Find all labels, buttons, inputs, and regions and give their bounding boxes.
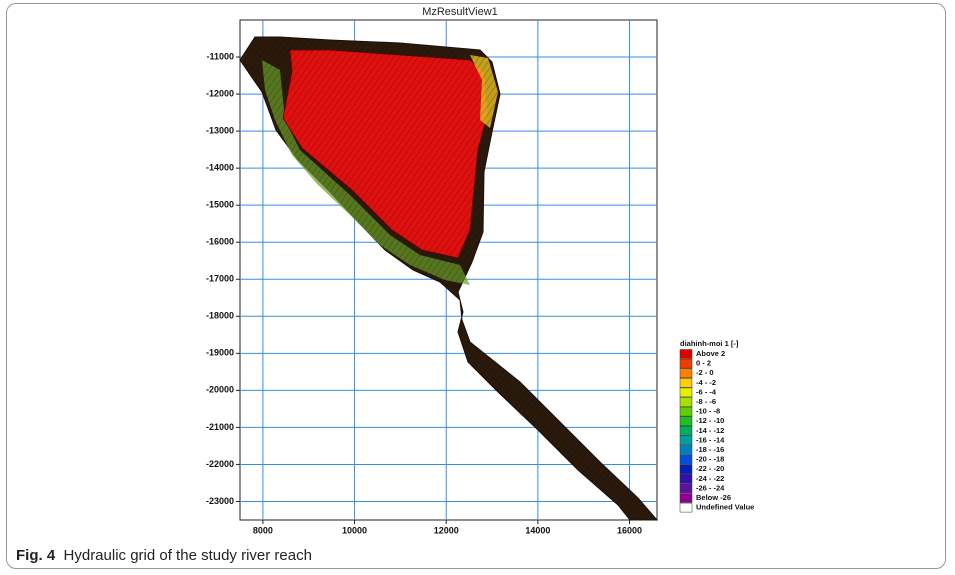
- plot-title: MzResultView1: [422, 6, 498, 18]
- y-tick-label: -16000: [206, 237, 234, 247]
- legend-swatch: [680, 465, 692, 474]
- legend-label: -10 - -8: [696, 407, 720, 416]
- figure-plot: MzResultView1 8000 10000 12000 14000 16000 -1…: [0, 0, 955, 545]
- x-tick-label: 8000: [253, 525, 273, 535]
- y-tick-label: -14000: [206, 163, 234, 173]
- legend-label: -2 - 0: [696, 368, 714, 377]
- legend-swatch: [680, 378, 692, 387]
- x-tick-label: 10000: [342, 525, 367, 535]
- legend-label: -6 - -4: [696, 387, 717, 396]
- legend-title: diahinh-moi 1 [-]: [680, 339, 739, 348]
- x-tick-label: 16000: [617, 525, 642, 535]
- y-tick-label: -15000: [206, 200, 234, 210]
- legend-label: Below -26: [696, 493, 731, 502]
- legend-swatch: [680, 426, 692, 435]
- legend-swatch: [680, 484, 692, 493]
- legend-swatch: [680, 388, 692, 397]
- legend-label: -22 - -20: [696, 464, 724, 473]
- legend-swatch: [680, 436, 692, 445]
- legend-swatch: [680, 455, 692, 464]
- y-tick-label: -19000: [206, 348, 234, 358]
- legend-swatch: [680, 398, 692, 407]
- legend-label: -24 - -22: [696, 474, 724, 483]
- legend-label: -14 - -12: [696, 426, 724, 435]
- y-tick-label: -11000: [206, 51, 234, 61]
- y-tick-label: -13000: [206, 125, 234, 135]
- legend-swatch: [680, 350, 692, 359]
- legend-swatch: [680, 446, 692, 455]
- caption-label: Fig. 4: [16, 547, 55, 564]
- caption-text: Hydraulic grid of the study river reach: [64, 547, 312, 564]
- legend-swatch: [680, 503, 692, 512]
- legend-swatch: [680, 407, 692, 416]
- legend-label: -12 - -10: [696, 416, 724, 425]
- x-tick-label: 12000: [434, 525, 459, 535]
- legend-swatch: [680, 494, 692, 503]
- legend-label: Undefined Value: [696, 503, 754, 512]
- legend-label: -26 - -24: [696, 483, 725, 492]
- legend-swatch: [680, 369, 692, 378]
- legend-label: -16 - -14: [696, 435, 725, 444]
- legend-label: -4 - -2: [696, 378, 716, 387]
- y-tick-label: -20000: [206, 385, 234, 395]
- y-tick-label: -17000: [206, 274, 234, 284]
- legend-label: Above 2: [696, 349, 725, 358]
- page: MzResultView1 8000 10000 12000 14000 16000 -1…: [0, 0, 955, 575]
- legend-label: 0 - 2: [696, 359, 711, 368]
- y-tick-label: -12000: [206, 88, 234, 98]
- legend-swatch: [680, 474, 692, 483]
- legend-swatch: [680, 417, 692, 426]
- y-tick-label: -22000: [206, 459, 234, 469]
- legend-swatch: [680, 359, 692, 368]
- legend-label: -20 - -18: [696, 455, 724, 464]
- legend-label: -8 - -6: [696, 397, 716, 406]
- x-tick-label: 14000: [525, 525, 550, 535]
- y-tick-label: -21000: [206, 422, 234, 432]
- legend-label: -18 - -16: [696, 445, 724, 454]
- y-tick-label: -18000: [206, 311, 234, 321]
- y-tick-label: -23000: [206, 496, 234, 506]
- caption: Fig. 4 Hydraulic grid of the study river…: [16, 547, 312, 564]
